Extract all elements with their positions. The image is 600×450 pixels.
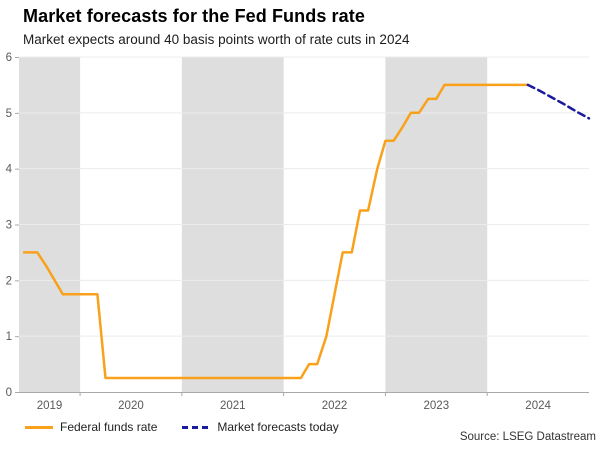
federal-funds-rate-line	[22, 83, 530, 380]
y-axis-tick-label: 4	[6, 164, 13, 176]
x-axis-tick-label: 2020	[118, 400, 144, 412]
chart-subtitle: Market expects around 40 basis points wo…	[23, 32, 410, 47]
x-axis-tick-label: 2019	[37, 400, 63, 412]
y-axis-tick-label: 5	[6, 108, 12, 120]
y-axis-tick-label: 6	[6, 52, 12, 64]
legend-label: Federal funds rate	[60, 420, 158, 434]
x-axis-tick-label: 2021	[220, 400, 246, 412]
x-axis-tick-label: 2024	[525, 400, 551, 412]
solid-line-swatch-icon	[25, 425, 53, 429]
legend: Federal funds rate Market forecasts toda…	[25, 419, 339, 435]
legend-item-federal-funds-rate: Federal funds rate	[25, 420, 157, 434]
legend-label: Market forecasts today	[217, 420, 339, 434]
x-axis-tick-label: 2022	[322, 400, 348, 412]
x-axis-tick-label: 2023	[424, 400, 450, 412]
y-axis-tick-label: 3	[6, 220, 12, 232]
chart-title: Market forecasts for the Fed Funds rate	[23, 6, 365, 26]
legend-item-market-forecasts: Market forecasts today	[182, 420, 339, 434]
y-axis-tick-label: 2	[6, 275, 12, 287]
y-axis-tick-label: 1	[6, 331, 12, 343]
source-credit: Source: LSEG Datastream	[459, 431, 596, 443]
forecast-line	[526, 83, 591, 120]
y-axis-tick-label: 0	[6, 387, 12, 399]
dashed-line-swatch-icon	[182, 425, 211, 429]
